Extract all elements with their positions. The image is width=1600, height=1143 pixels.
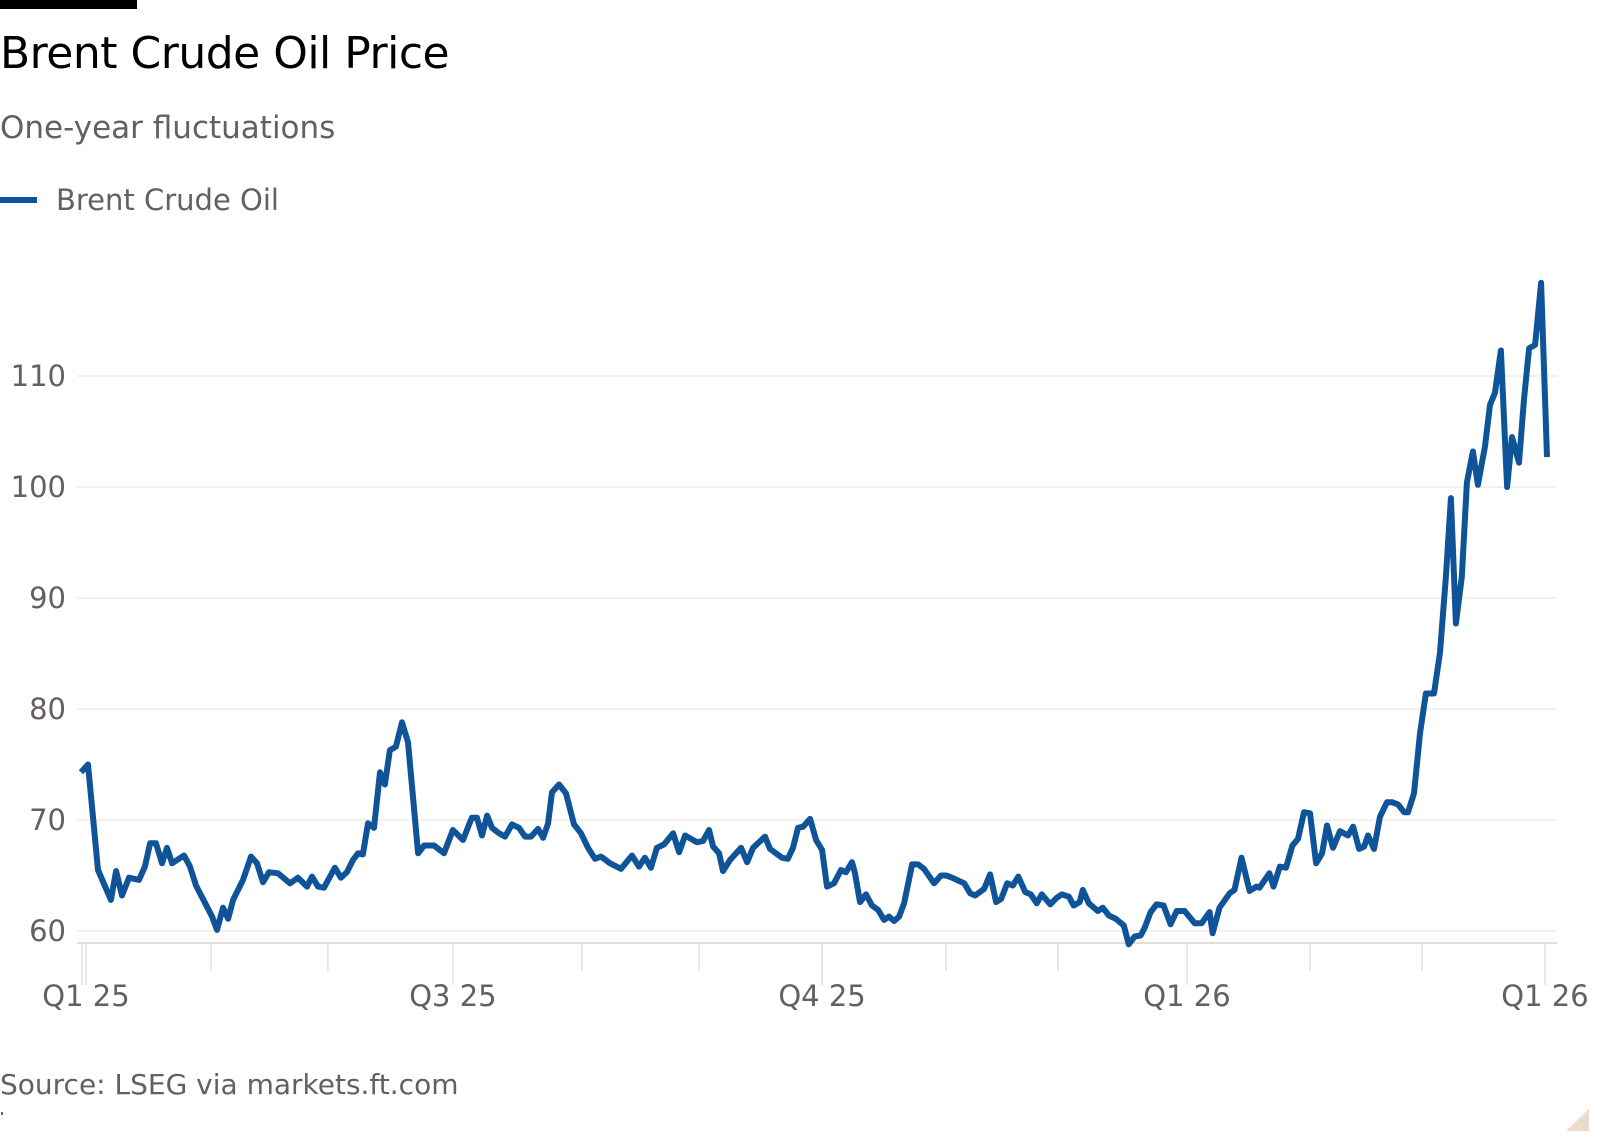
y-tick-label: 80 <box>29 692 66 726</box>
y-tick-label: 70 <box>29 803 66 837</box>
y-tick-label: 60 <box>29 914 66 948</box>
footer-dot <box>1 1112 3 1115</box>
legend-label: Brent Crude Oil <box>56 183 279 217</box>
source-note: Source: LSEG via markets.ft.com <box>0 1068 459 1101</box>
y-tick-label: 90 <box>29 581 66 615</box>
y-tick-label: 100 <box>11 470 66 504</box>
x-tick-label: Q4 25 <box>778 979 865 1013</box>
series-line-brent <box>78 279 1550 948</box>
x-tick-label: Q1 26 <box>1143 979 1230 1013</box>
x-tick-label: Q1 25 <box>42 979 129 1013</box>
chart-subtitle: One-year fluctuations <box>0 110 336 146</box>
y-axis-labels: 60 70 80 90 100 110 <box>11 359 66 948</box>
brand-top-bar <box>0 0 137 9</box>
y-tick-label: 110 <box>11 359 66 393</box>
gridlines <box>77 375 1557 932</box>
legend: Brent Crude Oil <box>0 183 279 217</box>
corner-triangle-decoration <box>1566 1109 1589 1131</box>
x-axis: Q1 25 Q3 25 Q4 25 Q1 26 Q1 26 <box>42 942 1589 1013</box>
x-tick-label: Q1 26 <box>1501 979 1588 1013</box>
chart-title: Brent Crude Oil Price <box>0 28 450 79</box>
x-tick-label: Q3 25 <box>409 979 496 1013</box>
legend-line-swatch <box>0 197 37 203</box>
